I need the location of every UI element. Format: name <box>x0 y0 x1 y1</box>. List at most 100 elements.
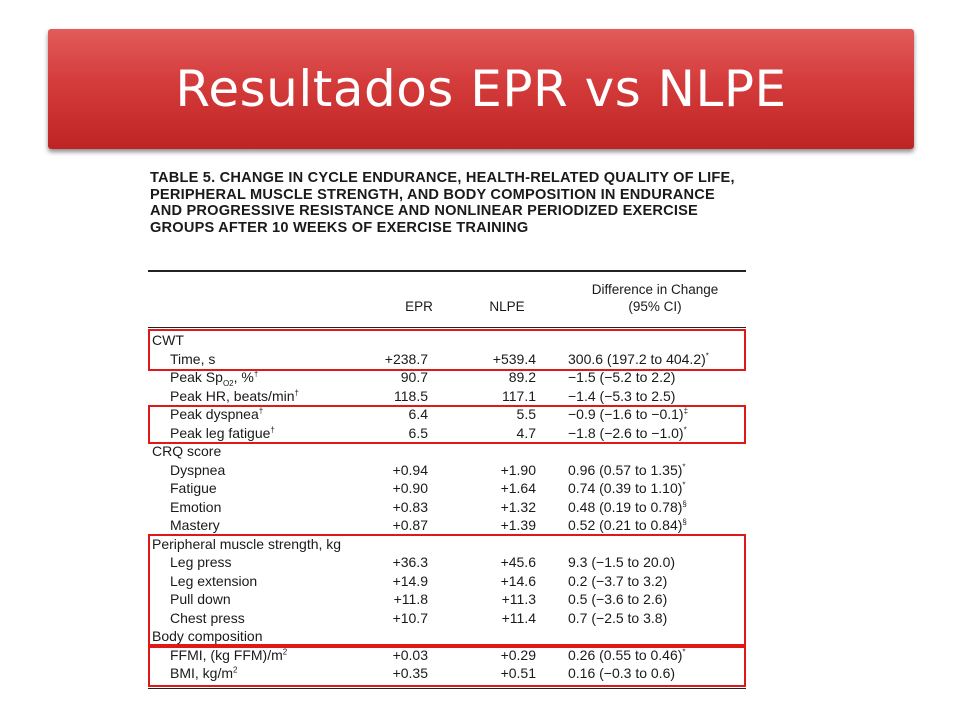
label-superscript: 2 <box>233 665 238 675</box>
label-superscript: 2 <box>282 646 288 656</box>
highlight-box-cwt-time <box>148 329 746 371</box>
table-row: Peak HR, beats/min† 118.5 117.1 −1.4 (−5.3 … <box>148 387 746 405</box>
cell-epr: +36.3 <box>392 554 428 570</box>
label-subscript: O2 <box>222 378 234 388</box>
cell-difference: 0.16 (−0.3 to 0.6) <box>568 665 676 681</box>
table-row: Time, s +238.7 +539.4 300.6 (197.2 to 404.2… <box>148 350 746 368</box>
column-header-diff: Difference in Change (95% CI) <box>560 281 750 315</box>
highlight-box-body-composition <box>148 646 746 687</box>
column-header-diff-line2: (95% CI) <box>628 299 682 314</box>
cell-epr: 90.7 <box>400 369 428 385</box>
cell-epr: +11.8 <box>393 591 428 607</box>
cell-nlpe: +14.6 <box>500 572 536 589</box>
cell-nlpe: +539.4 <box>492 350 536 367</box>
cell-epr: +238.7 <box>384 350 428 367</box>
cell-difference: 300.6 (197.2 to 404.2)* <box>568 350 709 367</box>
title-banner: Resultados EPR vs NLPE <box>48 29 914 149</box>
cell-difference: 9.3 (−1.5 to 20.0) <box>568 554 676 570</box>
significance-mark: ‡ <box>683 406 689 416</box>
cell-epr: +0.35 <box>392 665 428 681</box>
cell-epr: +0.94 <box>392 461 428 478</box>
cell-difference: −1.8 (−2.6 to −1.0)* <box>568 424 687 441</box>
table-row: Mastery +0.87 +1.39 0.52 (0.21 to 0.84)§ <box>148 516 746 534</box>
cell-epr: +10.7 <box>392 609 428 626</box>
cell-nlpe: +1.39 <box>500 517 536 533</box>
row-label: Peak leg fatigue† <box>170 424 275 441</box>
table-row: Emotion +0.83 +1.32 0.48 (0.19 to 0.78)§ <box>148 498 746 516</box>
cell-epr: +0.03 <box>392 646 428 663</box>
table-row: Leg extension +14.9 +14.6 0.2 (−3.7 to 3.2) <box>148 572 746 590</box>
row-label: CWT <box>152 332 184 348</box>
cell-nlpe: +1.32 <box>500 498 536 515</box>
highlight-box-muscle-strength <box>148 534 746 646</box>
row-label: Mastery <box>170 517 220 533</box>
cell-difference: 0.5 (−3.6 to 2.6) <box>568 591 668 607</box>
column-header-nlpe: NLPE <box>489 299 525 314</box>
significance-mark: § <box>682 517 687 527</box>
table-caption: TABLE 5. CHANGE IN CYCLE ENDURANCE, HEAL… <box>150 170 735 236</box>
table-bottom-rule <box>148 688 746 689</box>
row-label: Leg extension <box>170 572 258 589</box>
cell-nlpe: 117.1 <box>502 387 536 404</box>
cell-nlpe: +0.29 <box>500 646 536 663</box>
section-header-row: Peripheral muscle strength, kg <box>148 535 746 553</box>
column-header-epr: EPR <box>405 299 433 314</box>
cell-epr: 6.4 <box>408 406 428 422</box>
row-label: Body composition <box>152 628 263 644</box>
cell-difference: 0.96 (0.57 to 1.35)* <box>568 461 686 478</box>
cell-epr: +14.9 <box>392 572 428 589</box>
table-top-rule <box>148 270 746 272</box>
label-footnote-mark: † <box>258 406 264 416</box>
cell-difference: 0.7 (−2.5 to 3.8) <box>568 609 668 626</box>
cell-epr: 118.5 <box>394 387 428 404</box>
significance-mark: * <box>682 461 686 471</box>
significance-mark: * <box>682 480 686 490</box>
table-row: Leg press +36.3 +45.6 9.3 (−1.5 to 20.0) <box>148 553 746 571</box>
cell-nlpe: 89.2 <box>508 369 536 385</box>
row-label: Fatigue <box>170 480 217 496</box>
row-label: Peak dyspnea† <box>170 406 264 422</box>
row-label: FFMI, (kg FFM)/m2 <box>170 646 288 663</box>
row-label: Peak SpO2, %† <box>170 369 259 388</box>
significance-mark: * <box>683 424 687 434</box>
cell-epr: 6.5 <box>408 424 428 441</box>
cell-difference: −0.9 (−1.6 to −0.1)‡ <box>568 406 689 422</box>
table-row: Peak leg fatigue† 6.5 4.7 −1.8 (−2.6 to −1.… <box>148 424 746 442</box>
row-label: Time, s <box>170 350 216 367</box>
label-footnote-mark: † <box>253 369 259 379</box>
table-row: BMI, kg/m2 +0.35 +0.51 0.16 (−0.3 to 0.6) <box>148 664 746 682</box>
significance-mark: * <box>705 350 709 360</box>
cell-epr: +0.90 <box>392 480 428 496</box>
cell-nlpe: 4.7 <box>516 424 536 441</box>
table-figure: TABLE 5. CHANGE IN CYCLE ENDURANCE, HEAL… <box>148 170 748 689</box>
cell-difference: 0.52 (0.21 to 0.84)§ <box>568 517 687 533</box>
table-row: FFMI, (kg FFM)/m2 +0.03 +0.29 0.26 (0.55 to… <box>148 646 746 664</box>
label-footnote-mark: † <box>294 387 299 397</box>
section-header-row: CWT <box>148 331 746 349</box>
table-row: Chest press +10.7 +11.4 0.7 (−2.5 to 3.8) <box>148 609 746 627</box>
row-label: Dyspnea <box>170 461 226 478</box>
significance-mark: § <box>682 498 687 508</box>
significance-mark: * <box>682 646 686 656</box>
label-footnote-mark: † <box>270 424 275 434</box>
cell-difference: −1.4 (−5.3 to 2.5) <box>568 387 676 404</box>
table-row: Peak dyspnea† 6.4 5.5 −0.9 (−1.6 to −0.1)‡ <box>148 405 746 423</box>
row-label: Peripheral muscle strength, kg <box>152 535 342 552</box>
table-row: Peak SpO2, %† 90.7 89.2 −1.5 (−5.2 to 2.2) <box>148 368 746 388</box>
table-row: Pull down +11.8 +11.3 0.5 (−3.6 to 2.6) <box>148 590 746 608</box>
table-header-rule <box>148 327 746 328</box>
highlight-box-dyspnea-fatigue <box>148 405 746 444</box>
cell-epr: +0.83 <box>392 498 428 515</box>
row-label: Leg press <box>170 554 232 570</box>
cell-nlpe: +11.3 <box>501 591 536 607</box>
slide-title: Resultados EPR vs NLPE <box>175 60 787 118</box>
cell-nlpe: 5.5 <box>516 406 536 422</box>
row-label: BMI, kg/m2 <box>170 665 238 681</box>
table-row: Fatigue +0.90 +1.64 0.74 (0.39 to 1.10)* <box>148 479 746 497</box>
cell-difference: 0.26 (0.55 to 0.46)* <box>568 646 686 663</box>
cell-difference: 0.2 (−3.7 to 3.2) <box>568 572 668 589</box>
cell-epr: +0.87 <box>392 517 428 533</box>
cell-nlpe: +0.51 <box>500 665 536 681</box>
row-label: CRQ score <box>152 443 222 459</box>
row-label: Chest press <box>170 609 245 626</box>
